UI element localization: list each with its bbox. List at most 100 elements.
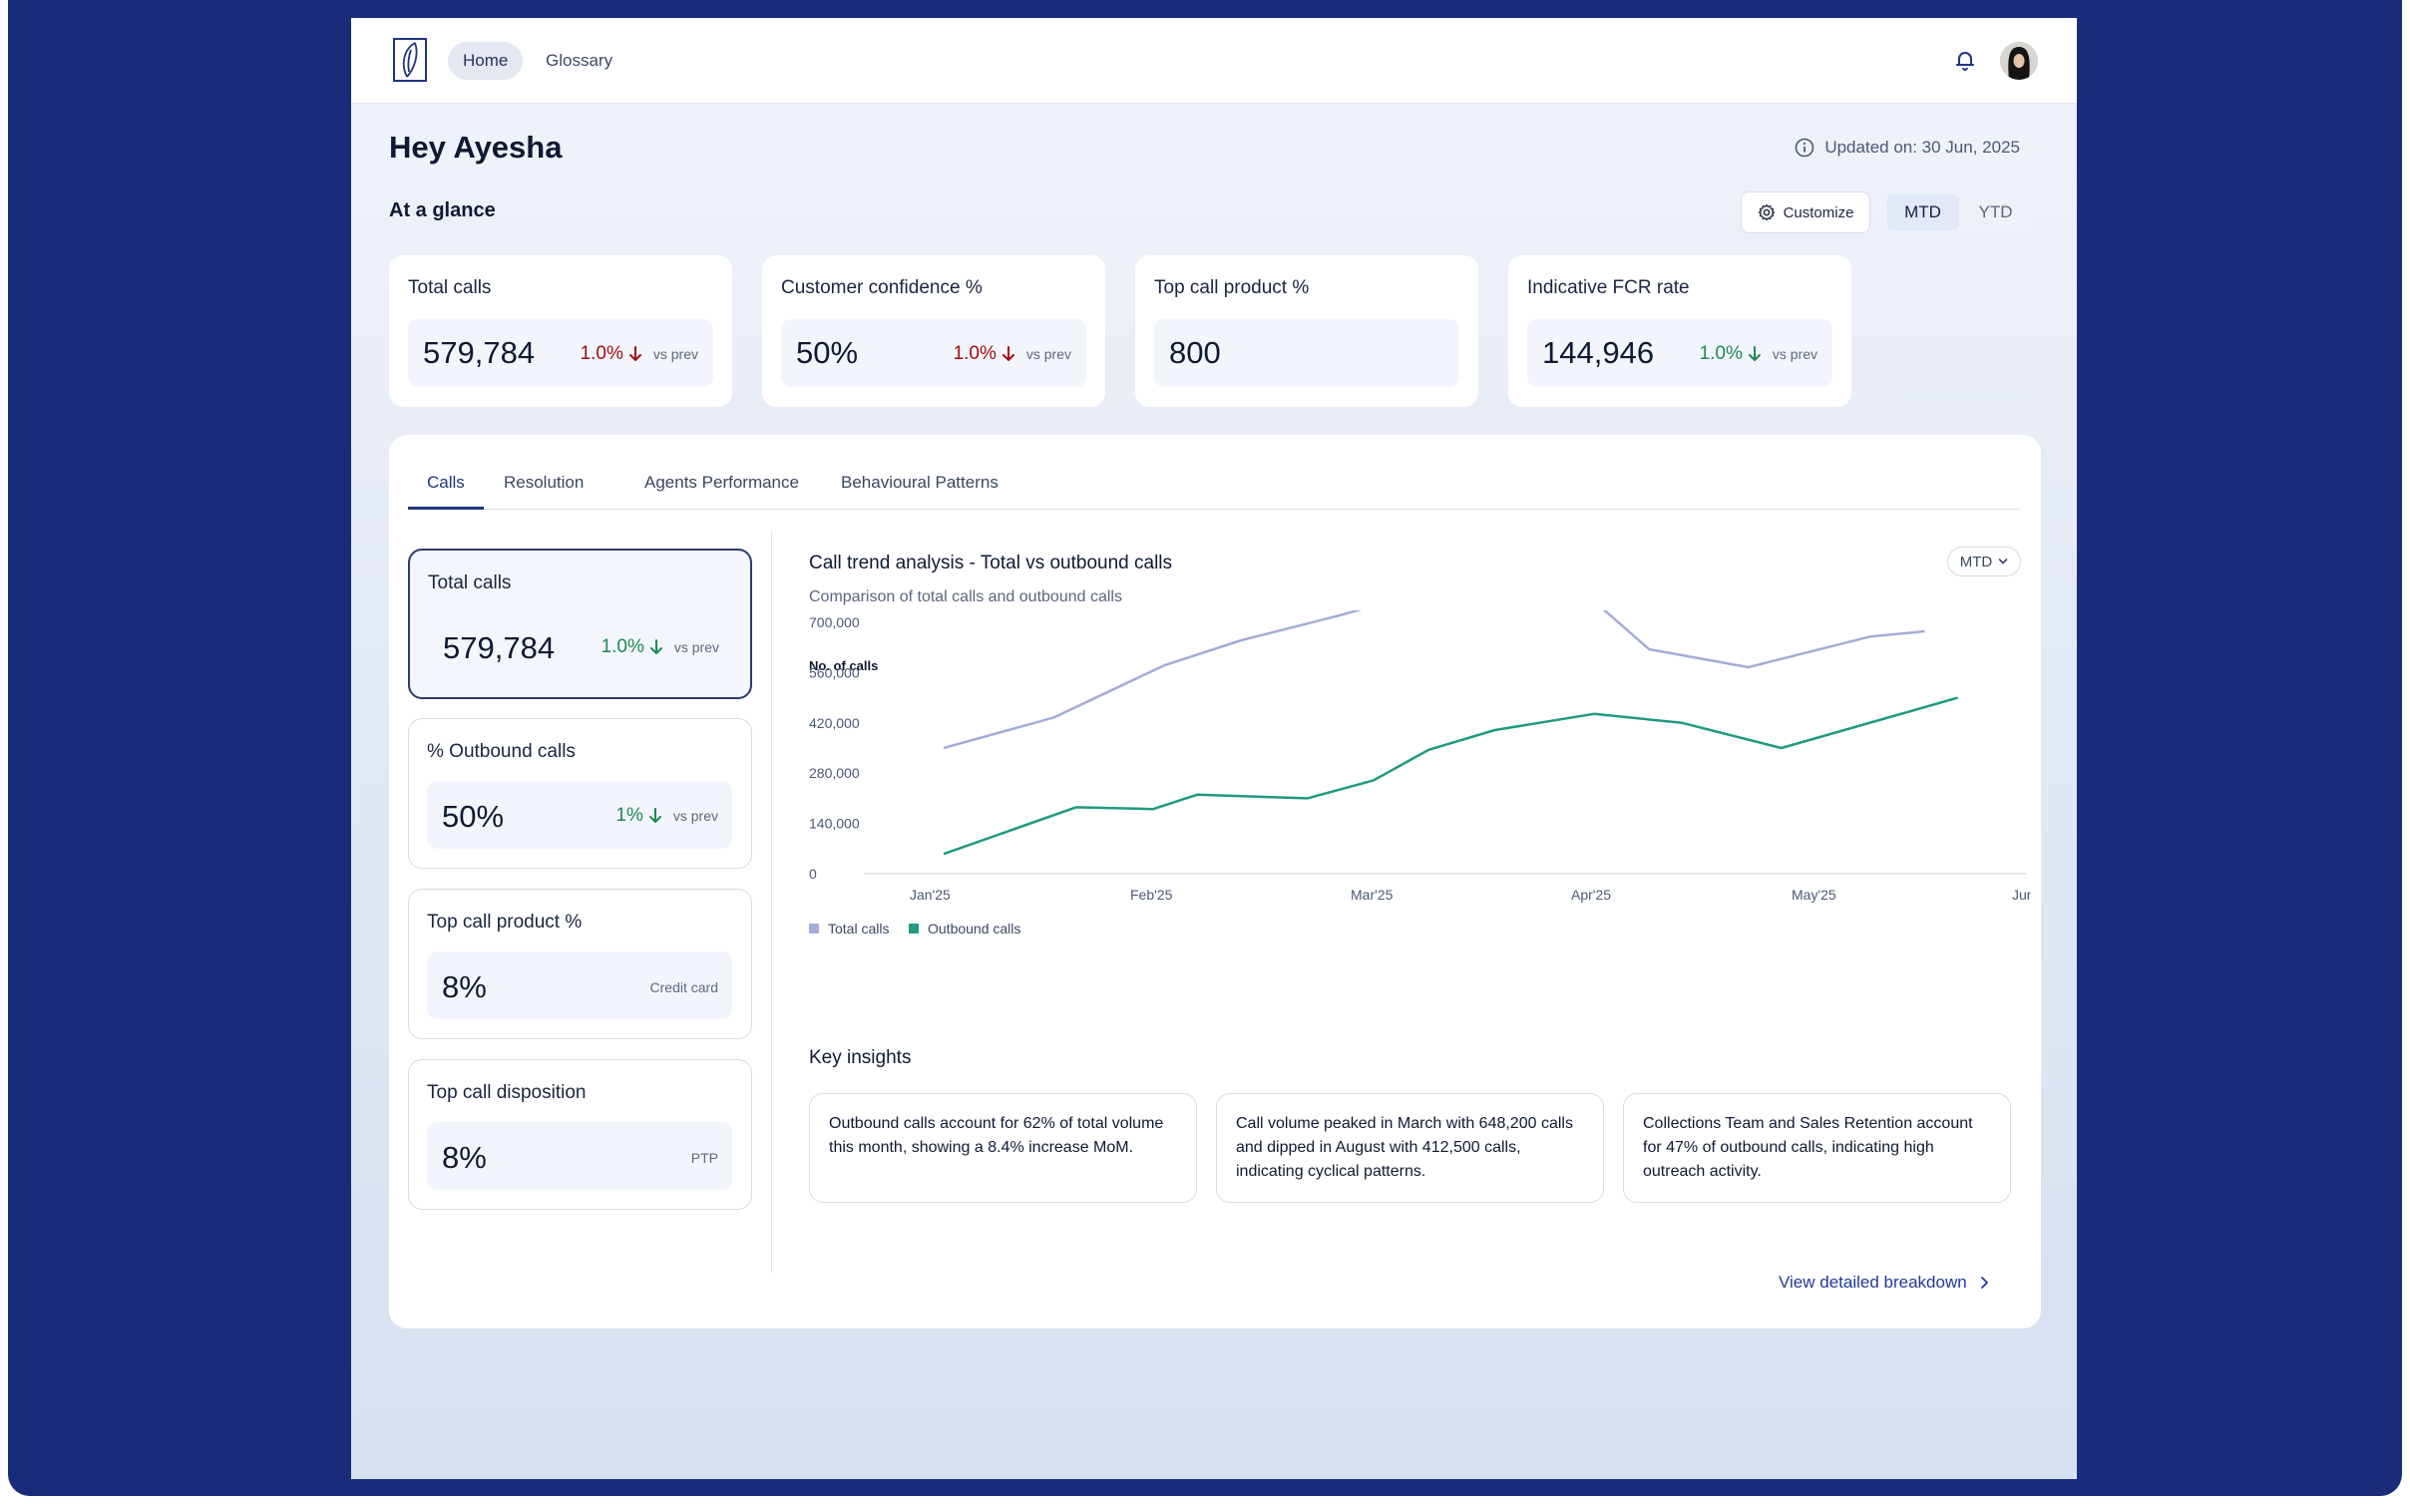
metric-vs-label: vs prev — [673, 639, 719, 655]
kpi-value: 800 — [1169, 335, 1221, 370]
period-toggle: MTD YTD — [1883, 191, 2035, 233]
legend-label: Outbound calls — [928, 921, 1020, 937]
metric-value-box: 8% Credit card — [427, 951, 732, 1019]
period-ytd[interactable]: YTD — [1978, 202, 2013, 221]
at-a-glance-heading: At a glance — [389, 199, 496, 221]
brand-logo[interactable] — [393, 38, 427, 82]
kpi-card-total-calls[interactable]: Total calls 579,784 1.0% vs prev — [389, 255, 732, 407]
app-window: Home Glossary Hey Ayesha U — [351, 18, 2077, 1479]
chart-subtitle: Comparison of total calls and outbound c… — [809, 588, 1122, 605]
user-avatar-icon — [2000, 42, 2038, 80]
metric-title: Total calls — [428, 572, 512, 593]
view-detailed-breakdown-link[interactable]: View detailed breakdown — [1779, 1273, 1989, 1293]
kpi-value-box: 144,946 1.0% vs prev — [1527, 319, 1832, 387]
arrow-down-icon — [649, 639, 662, 654]
metric-note: PTP — [690, 1150, 718, 1166]
kpi-value: 579,784 — [423, 335, 536, 370]
kpi-card-customer-confidence[interactable]: Customer confidence % 50% 1.0% vs prev — [762, 255, 1105, 407]
gear-icon — [1758, 203, 1775, 221]
metric-title: Top call disposition — [427, 1082, 587, 1103]
y-tick-label: 700,000 — [809, 614, 860, 630]
panel-divider — [771, 531, 772, 1273]
chart-title: Call trend analysis - Total vs outbound … — [809, 553, 1173, 573]
customize-button[interactable]: Customize — [1741, 191, 1870, 233]
series-line-outbound-calls — [943, 696, 1958, 856]
metric-delta-value: 1.0% — [601, 636, 644, 657]
kpi-vs-label: vs prev — [1025, 346, 1071, 362]
metric-card-outbound-calls[interactable]: % Outbound calls 50% 1% vs prev — [408, 718, 752, 869]
kpi-delta: 1.0% vs prev — [581, 343, 698, 365]
view-link-label: View detailed breakdown — [1779, 1273, 1967, 1292]
period-mtd[interactable]: MTD — [1886, 194, 1959, 230]
metric-value-box: 50% 1% vs prev — [427, 781, 732, 849]
metric-value: 50% — [442, 799, 505, 834]
y-tick-label: 420,000 — [809, 715, 860, 731]
legend-swatch — [909, 924, 919, 934]
kpi-card-indicative-fcr[interactable]: Indicative FCR rate 144,946 1.0% vs prev — [1508, 255, 1851, 407]
arrow-down-icon — [1002, 346, 1014, 361]
metric-card-top-call-disposition[interactable]: Top call disposition 8% PTP — [408, 1059, 752, 1210]
chevron-down-icon — [1998, 559, 2008, 565]
kpi-title: Top call product % — [1154, 277, 1310, 298]
analysis-tabs: Calls Resolution Agents Performance Beha… — [408, 465, 2020, 510]
tab-behavioural-patterns[interactable]: Behavioural Patterns — [841, 473, 999, 492]
kpi-value: 50% — [796, 335, 859, 370]
legend-swatch — [809, 924, 819, 934]
nav-glossary[interactable]: Glossary — [546, 51, 613, 70]
tab-calls[interactable]: Calls — [408, 465, 484, 510]
top-navbar: Home Glossary — [351, 18, 2077, 104]
metric-delta: 1.0% vs prev — [602, 636, 719, 658]
metric-card-top-call-product[interactable]: Top call product % 8% Credit card — [408, 889, 752, 1039]
x-tick-label: Jan'25 — [910, 887, 951, 903]
kpi-card-top-call-product[interactable]: Top call product % 800 — [1135, 255, 1478, 407]
chart-period-label: MTD — [1959, 553, 1993, 570]
updated-text: Updated on: 30 Jun, 2025 — [1824, 138, 2020, 157]
analysis-panel: Calls Resolution Agents Performance Beha… — [389, 435, 2041, 1328]
kpi-delta-value: 1.0% — [1699, 343, 1743, 364]
metric-card-total-calls[interactable]: Total calls 579,784 1.0% vs prev — [408, 549, 752, 699]
arrow-down-icon — [628, 346, 641, 361]
kpi-vs-label: vs prev — [1772, 346, 1817, 362]
y-tick-label: 280,000 — [809, 765, 860, 781]
metric-value: 8% — [442, 969, 487, 1004]
insight-card: Collections Team and Sales Retention acc… — [1623, 1093, 2011, 1203]
x-tick-label: Mar'25 — [1351, 887, 1394, 903]
info-icon — [1796, 138, 1814, 158]
nav-home[interactable]: Home — [448, 42, 524, 80]
avatar[interactable] — [2000, 42, 2038, 80]
tab-agents-performance[interactable]: Agents Performance — [644, 473, 799, 492]
kpi-vs-label: vs prev — [652, 346, 698, 362]
series-line-total-calls — [943, 610, 1925, 750]
arrow-down-icon — [1748, 346, 1761, 361]
tab-resolution[interactable]: Resolution — [504, 473, 585, 492]
metric-title: Top call product % — [427, 912, 583, 933]
y-tick-label: 140,000 — [809, 816, 860, 832]
kpi-title: Total calls — [408, 277, 492, 298]
kpi-delta: 1.0% vs prev — [954, 343, 1071, 365]
kpi-delta: 1.0% vs prev — [1700, 343, 1817, 365]
insight-card: Outbound calls account for 62% of total … — [809, 1093, 1197, 1203]
kpi-delta-value: 1.0% — [953, 343, 997, 364]
chevron-right-icon — [1980, 1277, 1988, 1289]
metric-value: 8% — [442, 1140, 487, 1175]
chart-period-dropdown[interactable]: MTD — [1947, 547, 2021, 576]
insight-card: Call volume peaked in March with 648,200… — [1216, 1093, 1604, 1203]
y-axis-label: No. of calls — [809, 658, 878, 673]
y-tick-label: 560,000 — [809, 664, 860, 680]
bell-icon[interactable] — [1953, 48, 1977, 72]
metric-value: 579,784 — [443, 630, 556, 665]
customize-label: Customize — [1783, 203, 1854, 221]
kpi-value: 144,946 — [1542, 335, 1655, 370]
kpi-value-box: 800 — [1154, 319, 1459, 387]
key-insights-heading: Key insights — [809, 1047, 912, 1068]
metric-title: % Outbound calls — [427, 741, 576, 762]
legend-label: Total calls — [828, 921, 889, 937]
x-tick-label: Apr'25 — [1571, 887, 1611, 903]
outer-frame: Home Glossary Hey Ayesha U — [8, 0, 2402, 1496]
kpi-title: Customer confidence % — [781, 277, 983, 298]
kpi-title: Indicative FCR rate — [1527, 277, 1690, 298]
y-tick-label: 0 — [809, 866, 817, 882]
arrow-down-icon — [648, 808, 661, 823]
page-greeting: Hey Ayesha — [389, 130, 563, 165]
metric-value-box: 8% PTP — [427, 1122, 732, 1190]
